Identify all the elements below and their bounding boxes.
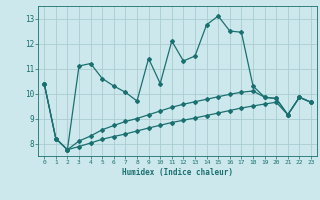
- X-axis label: Humidex (Indice chaleur): Humidex (Indice chaleur): [122, 168, 233, 177]
